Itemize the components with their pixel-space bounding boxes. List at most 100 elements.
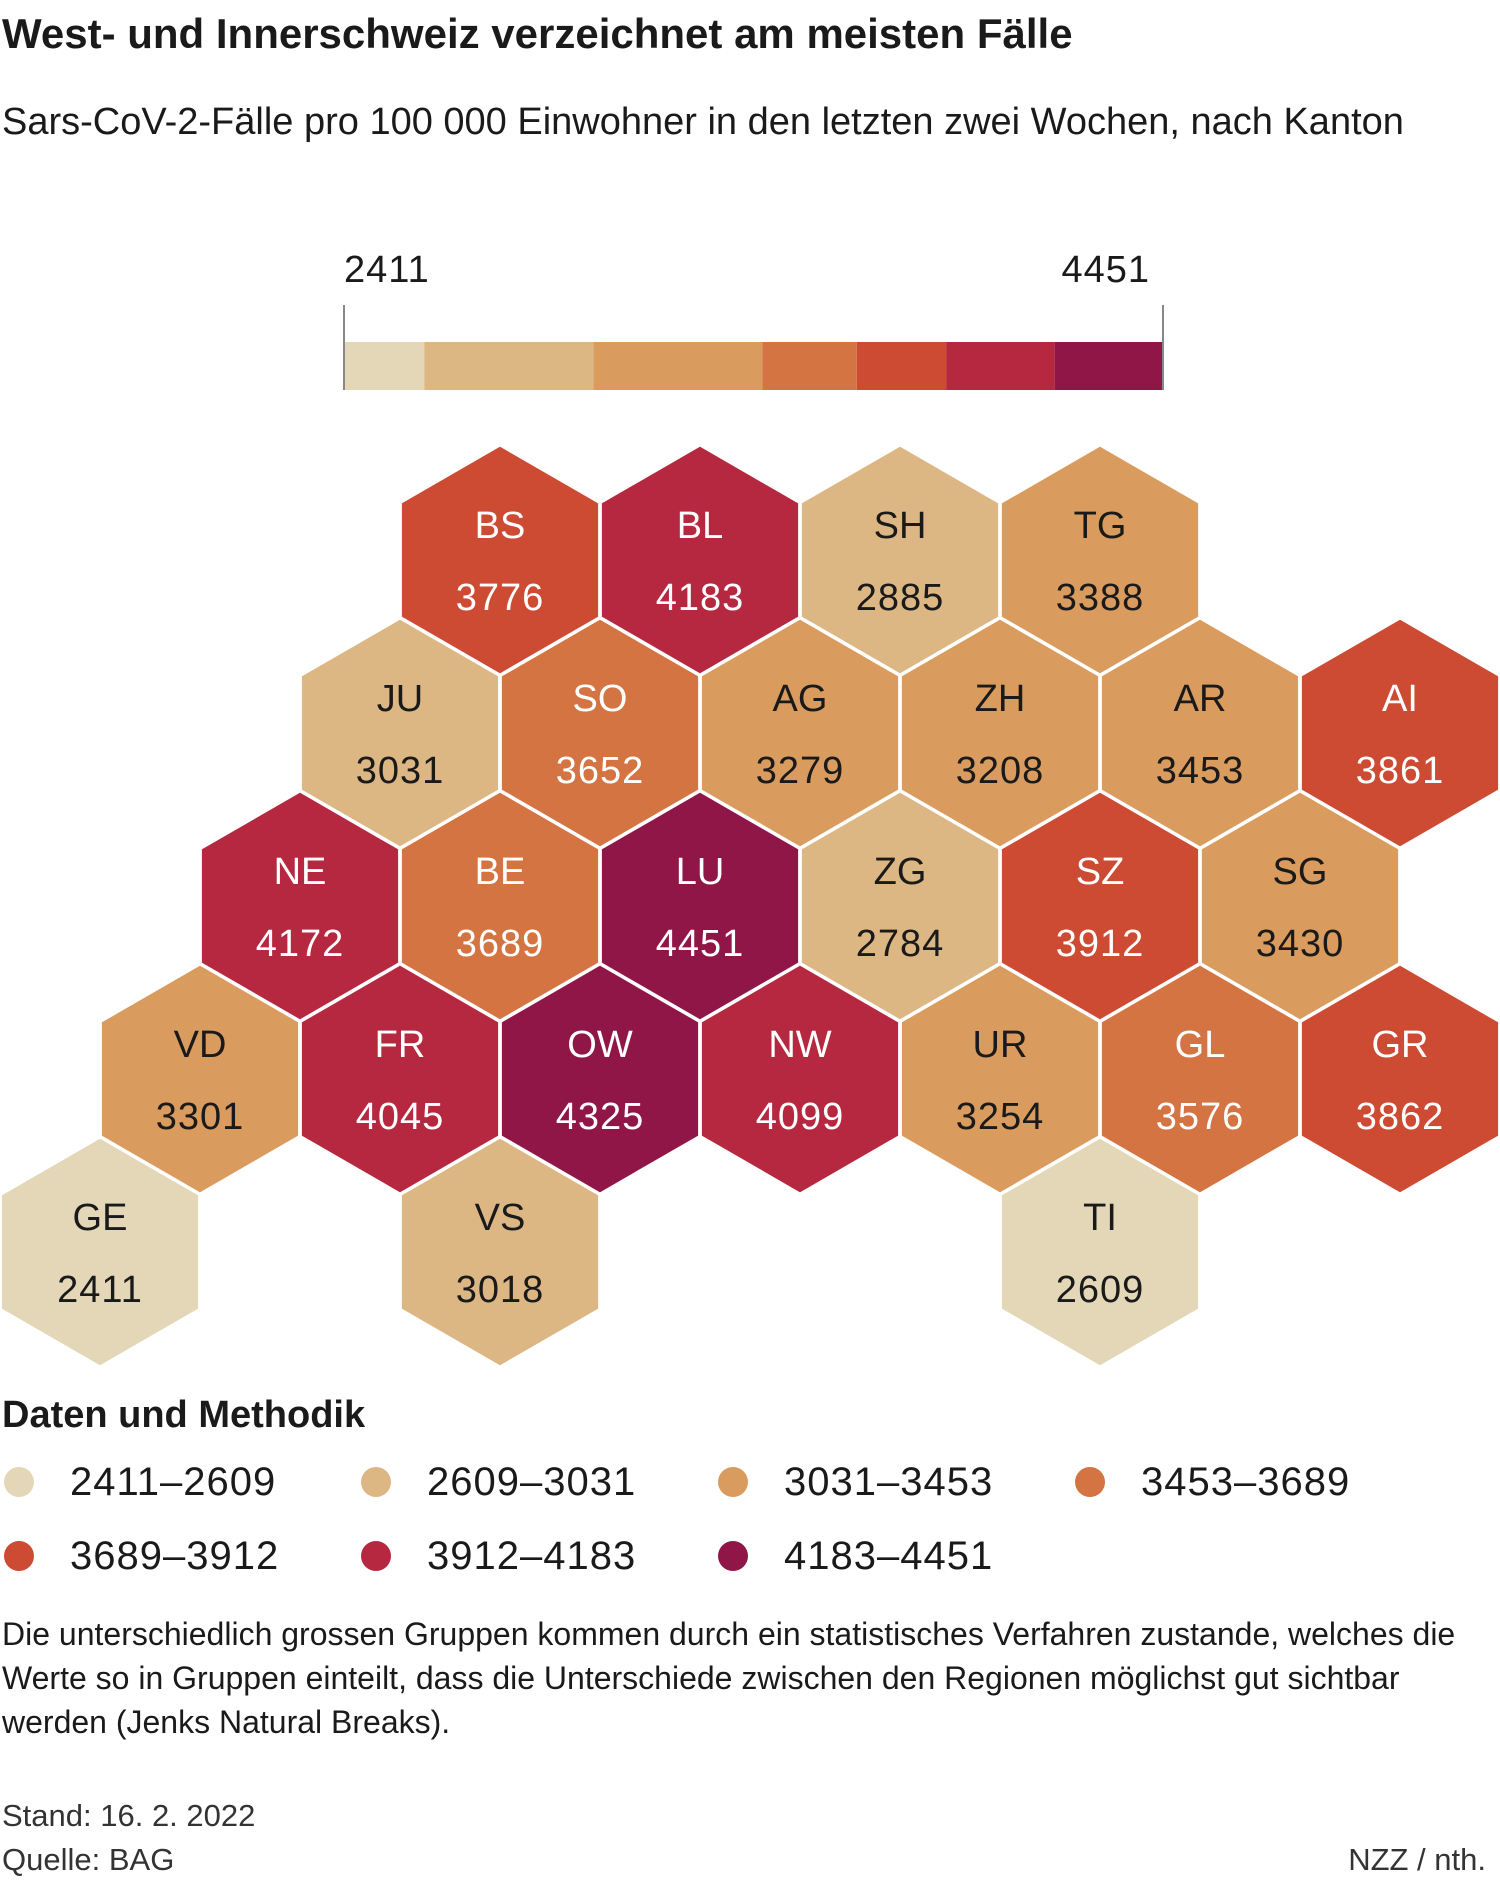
canton-code: LU: [676, 851, 725, 893]
legend-item: 3031–3453: [714, 1452, 993, 1512]
canton-value: 4451: [656, 923, 745, 965]
chart-title: West- und Innerschweiz verzeichnet am me…: [2, 10, 1073, 57]
canton-code: AI: [1382, 678, 1418, 720]
scale-segment: [946, 342, 1055, 390]
canton-code: NE: [274, 851, 327, 893]
canton-hex-ti: TI 2609: [998, 1135, 1202, 1369]
data-date: Stand: 16. 2. 2022: [2, 1798, 256, 1833]
canton-hex-zg: ZG 2784: [798, 789, 1002, 1023]
canton-value: 3689: [456, 923, 545, 965]
canton-value: 3861: [1356, 750, 1445, 792]
canton-hex-ow: OW 4325: [498, 962, 702, 1196]
legend-label: 3031–3453: [784, 1459, 994, 1504]
canton-code: GL: [1175, 1024, 1226, 1066]
legend-swatch: [718, 1541, 748, 1571]
legend-swatch: [361, 1467, 391, 1497]
canton-code: SH: [874, 505, 927, 547]
hexagon-map: BS 3776 BL 4183 SH 2885 TG 3388 JU 3031 SO 3652 AG 32…: [0, 305, 1500, 1369]
legend-item: 4183–4451: [714, 1526, 993, 1586]
canton-value: 4325: [556, 1096, 645, 1138]
canton-value: 3279: [756, 750, 845, 792]
legend: 2411–2609 2609–3031 3031–3453 3453–3689 3689…: [0, 1452, 1500, 1612]
canton-code: VD: [174, 1024, 227, 1066]
canton-code: GR: [1372, 1024, 1429, 1066]
canton-value: 4099: [756, 1096, 845, 1138]
scale-segment: [762, 342, 857, 390]
canton-code: ZH: [975, 678, 1026, 720]
legend-label: 3912–4183: [427, 1533, 637, 1578]
canton-hex-sz: SZ 3912: [998, 789, 1202, 1023]
canton-code: BS: [475, 505, 526, 547]
legend-swatch: [4, 1541, 34, 1571]
canton-hex-ur: UR 3254: [898, 962, 1102, 1196]
canton-hex-be: BE 3689: [398, 789, 602, 1023]
canton-code: VS: [475, 1197, 526, 1239]
scale-segment: [856, 342, 947, 390]
canton-hex-nw: NW 4099: [698, 962, 902, 1196]
canton-value: 3301: [156, 1096, 245, 1138]
legend-swatch: [361, 1541, 391, 1571]
scale-segment: [345, 342, 425, 390]
legend-item: 3689–3912: [0, 1526, 279, 1586]
canton-value: 3776: [456, 577, 545, 619]
canton-code: AR: [1174, 678, 1227, 720]
canton-code: ZG: [874, 851, 927, 893]
canton-code: BL: [677, 505, 723, 547]
canton-value: 3208: [956, 750, 1045, 792]
hex-shape: [998, 1135, 1202, 1369]
methods-heading: Daten und Methodik: [2, 1394, 366, 1436]
legend-item: 3453–3689: [1071, 1452, 1350, 1512]
canton-code: BE: [475, 851, 526, 893]
legend-item: 2411–2609: [0, 1452, 276, 1512]
hex-shape: [0, 1135, 202, 1369]
canton-hex-ge: GE 2411: [0, 1135, 202, 1369]
canton-value: 3018: [456, 1269, 545, 1311]
canton-value: 3388: [1056, 577, 1145, 619]
canton-code: JU: [377, 678, 423, 720]
legend-item: 3912–4183: [357, 1526, 636, 1586]
canton-value: 2609: [1056, 1269, 1145, 1311]
methods-note: Die unterschiedlich grossen Gruppen komm…: [2, 1616, 1456, 1740]
canton-code: SZ: [1076, 851, 1125, 893]
legend-swatch: [4, 1467, 34, 1497]
scale-segment: [593, 342, 763, 390]
canton-code: TI: [1083, 1197, 1117, 1239]
legend-label: 2609–3031: [427, 1459, 637, 1504]
canton-value: 2885: [856, 577, 945, 619]
canton-value: 2411: [57, 1269, 143, 1311]
canton-hex-so: SO 3652: [498, 616, 702, 850]
canton-hex-bs: BS 3776: [398, 443, 602, 677]
canton-hexagons: BS 3776 BL 4183 SH 2885 TG 3388 JU 3031 SO 3652 AG 32…: [0, 443, 1500, 1369]
canton-hex-ar: AR 3453: [1098, 616, 1302, 850]
canton-code: SO: [573, 678, 628, 720]
canton-value: 4172: [256, 923, 345, 965]
color-scale-max-label: 4451: [1061, 249, 1150, 291]
canton-value: 3430: [1256, 923, 1345, 965]
canton-value: 3912: [1056, 923, 1145, 965]
legend-label: 4183–4451: [784, 1533, 994, 1578]
color-scale-min-label: 2411: [344, 249, 430, 291]
canton-code: SG: [1273, 851, 1328, 893]
scale-segment: [424, 342, 594, 390]
canton-code: GE: [73, 1197, 128, 1239]
canton-hex-gl: GL 3576: [1098, 962, 1302, 1196]
hex-shape: [398, 1135, 602, 1369]
legend-swatch: [1075, 1467, 1105, 1497]
canton-code: AG: [773, 678, 828, 720]
canton-code: OW: [567, 1024, 633, 1066]
credit: NZZ / nth.: [1348, 1842, 1486, 1877]
canton-hex-sg: SG 3430: [1198, 789, 1402, 1023]
legend-label: 3453–3689: [1141, 1459, 1351, 1504]
canton-code: UR: [973, 1024, 1028, 1066]
canton-value: 3453: [1156, 750, 1245, 792]
legend-swatch: [718, 1467, 748, 1497]
chart-subtitle: Sars-CoV-2-Fälle pro 100 000 Einwohner i…: [2, 101, 1404, 143]
canton-value: 4183: [656, 577, 745, 619]
canton-code: FR: [375, 1024, 426, 1066]
canton-code: TG: [1074, 505, 1127, 547]
canton-hex-vs: VS 3018: [398, 1135, 602, 1369]
canton-value: 3031: [356, 750, 445, 792]
canton-value: 3862: [1356, 1096, 1445, 1138]
canton-hex-ai: AI 3861: [1298, 616, 1500, 850]
data-source: Quelle: BAG: [2, 1842, 175, 1877]
